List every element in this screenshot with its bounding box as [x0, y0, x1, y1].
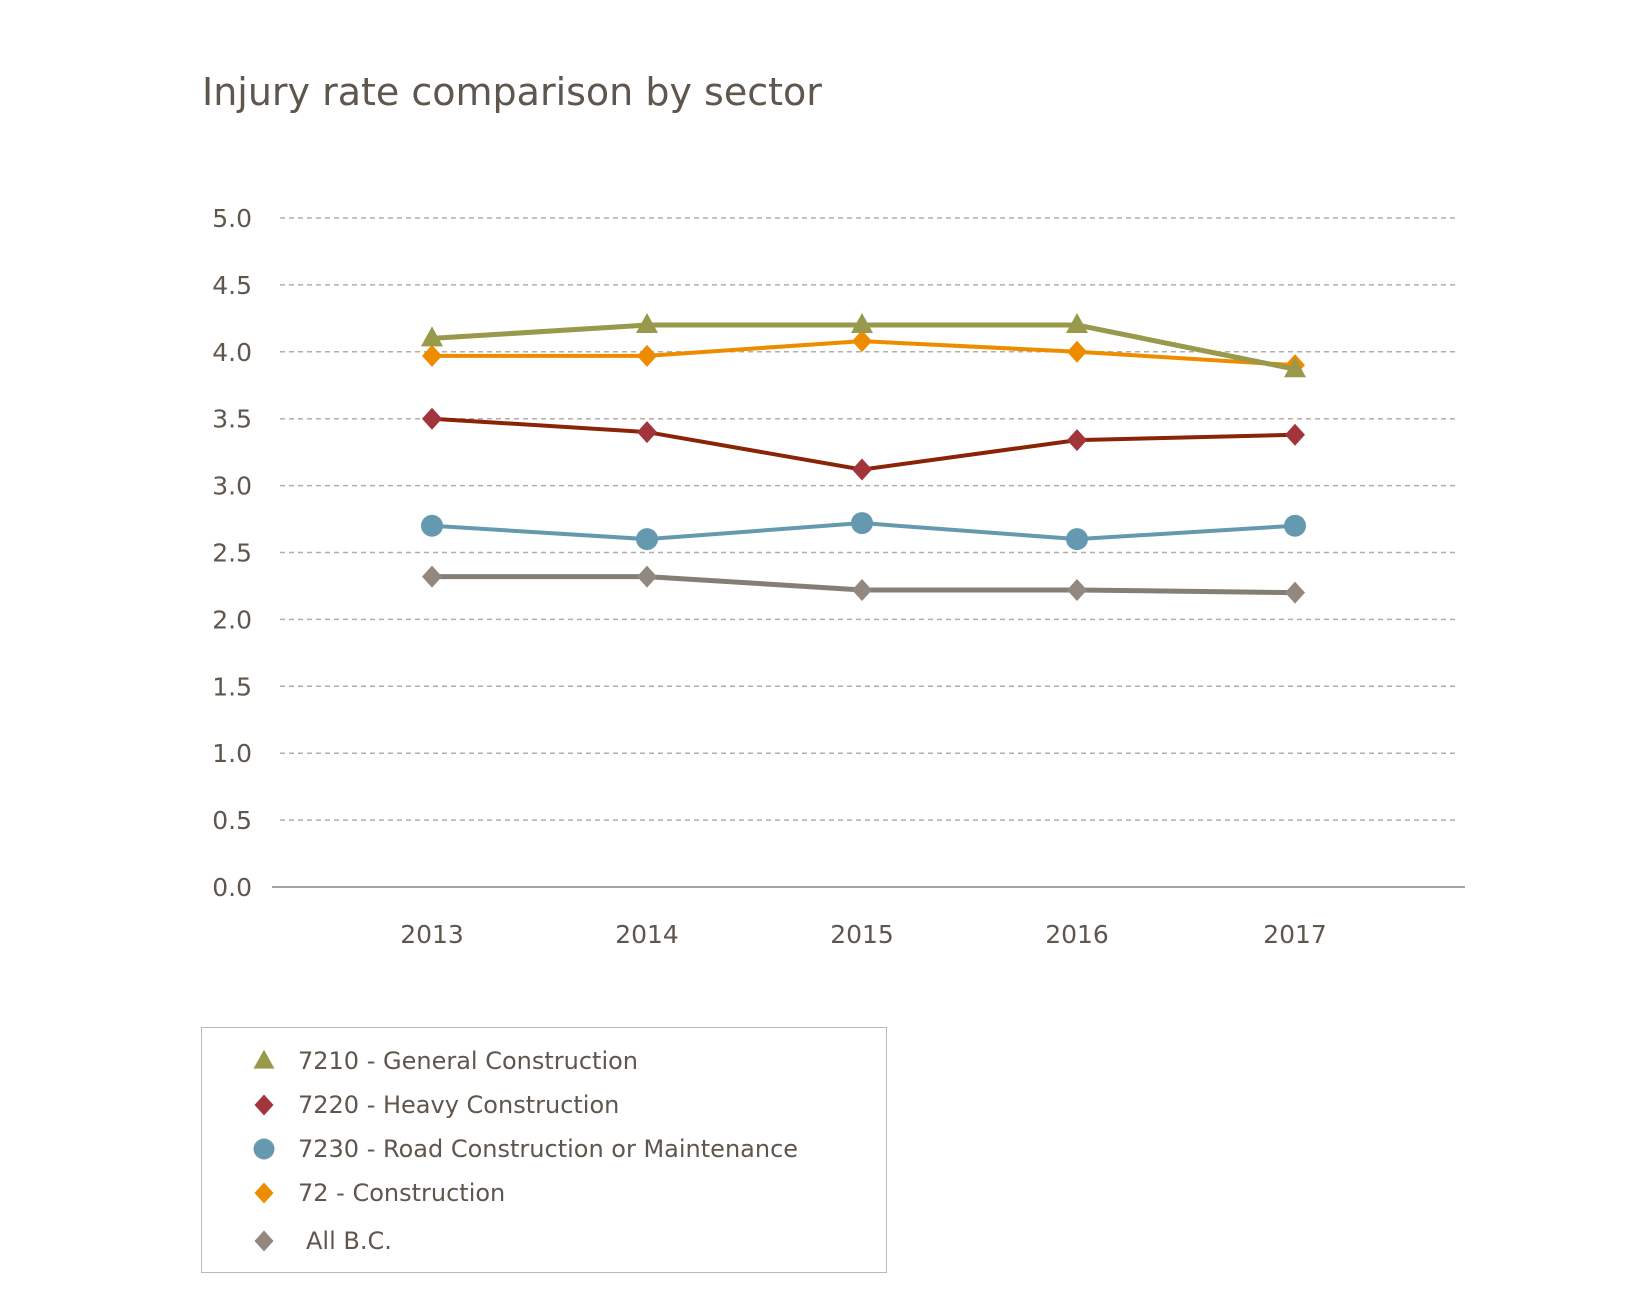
- chart-title: Injury rate comparison by sector: [202, 70, 822, 114]
- legend: 7210 - General Construction 7220 - Heavy …: [201, 1027, 887, 1273]
- data-point: [422, 407, 442, 430]
- y-tick-label: 3.0: [212, 472, 252, 501]
- data-point: [1284, 514, 1306, 537]
- data-point: [422, 565, 442, 588]
- data-point: [422, 344, 442, 367]
- data-point: [851, 512, 873, 535]
- data-point: [1067, 340, 1087, 363]
- line-chart: 0.0 0.5 1.0 1.5 2.0 2.5 3.0 3.5 4.0 4.5 5.0 2013 201…: [212, 204, 1465, 949]
- data-point: [636, 528, 658, 551]
- x-tick-label: 2015: [830, 920, 894, 949]
- data-point: [1284, 357, 1306, 378]
- y-tick-label: 2.5: [212, 539, 252, 568]
- y-tick-label: 1.0: [212, 739, 252, 768]
- legend-label: 72 - Construction: [298, 1179, 506, 1207]
- legend-label: 7230 - Road Construction or Maintenance: [298, 1135, 799, 1163]
- data-point: [852, 330, 872, 353]
- y-tick-label: 5.0: [212, 204, 252, 233]
- legend-label: 7220 - Heavy Construction: [298, 1091, 620, 1119]
- legend-label: 7210 - General Construction: [298, 1047, 639, 1075]
- data-point: [1066, 528, 1088, 551]
- data-point: [1285, 423, 1305, 446]
- data-point: [637, 565, 657, 588]
- x-tick-label: 2017: [1263, 920, 1327, 949]
- legend-item: 7220 - Heavy Construction: [202, 1085, 619, 1125]
- data-point: [1285, 581, 1305, 604]
- y-tick-label: 0.0: [212, 873, 252, 902]
- legend-diamond-icon: [254, 1182, 274, 1204]
- series-0: [421, 313, 1306, 378]
- legend-item: 7210 - General Construction: [202, 1041, 638, 1081]
- y-tick-label: 1.5: [212, 672, 252, 701]
- y-tick-label: 3.5: [212, 405, 252, 434]
- y-tick-label: 4.5: [212, 271, 252, 300]
- data-point: [421, 326, 443, 347]
- data-point: [1067, 429, 1087, 452]
- x-tick-label: 2014: [615, 920, 679, 949]
- legend-label: All B.C.: [306, 1227, 392, 1255]
- legend-diamond-icon: [254, 1094, 274, 1116]
- series-4: [422, 565, 1305, 604]
- data-point: [1067, 578, 1087, 601]
- series-2: [421, 512, 1306, 551]
- data-point: [421, 514, 443, 537]
- legend-item: 7230 - Road Construction or Maintenance: [202, 1129, 798, 1169]
- data-point: [637, 421, 657, 444]
- legend-diamond-icon: [254, 1230, 274, 1252]
- data-point: [852, 578, 872, 601]
- series-3: [422, 330, 1305, 377]
- series-1: [422, 407, 1305, 481]
- data-point: [851, 313, 873, 334]
- data-point: [637, 344, 657, 367]
- y-tick-label: 0.5: [212, 806, 252, 835]
- data-point: [1066, 313, 1088, 334]
- data-point: [636, 313, 658, 334]
- legend-triangle-icon: [253, 1049, 275, 1069]
- y-tick-label: 2.0: [212, 605, 252, 634]
- legend-item: 72 - Construction: [202, 1173, 505, 1213]
- y-tick-label: 4.0: [212, 338, 252, 367]
- legend-circle-icon: [253, 1138, 275, 1160]
- data-point: [852, 458, 872, 481]
- x-tick-label: 2016: [1045, 920, 1109, 949]
- x-tick-label: 2013: [400, 920, 464, 949]
- legend-item: All B.C.: [202, 1221, 392, 1261]
